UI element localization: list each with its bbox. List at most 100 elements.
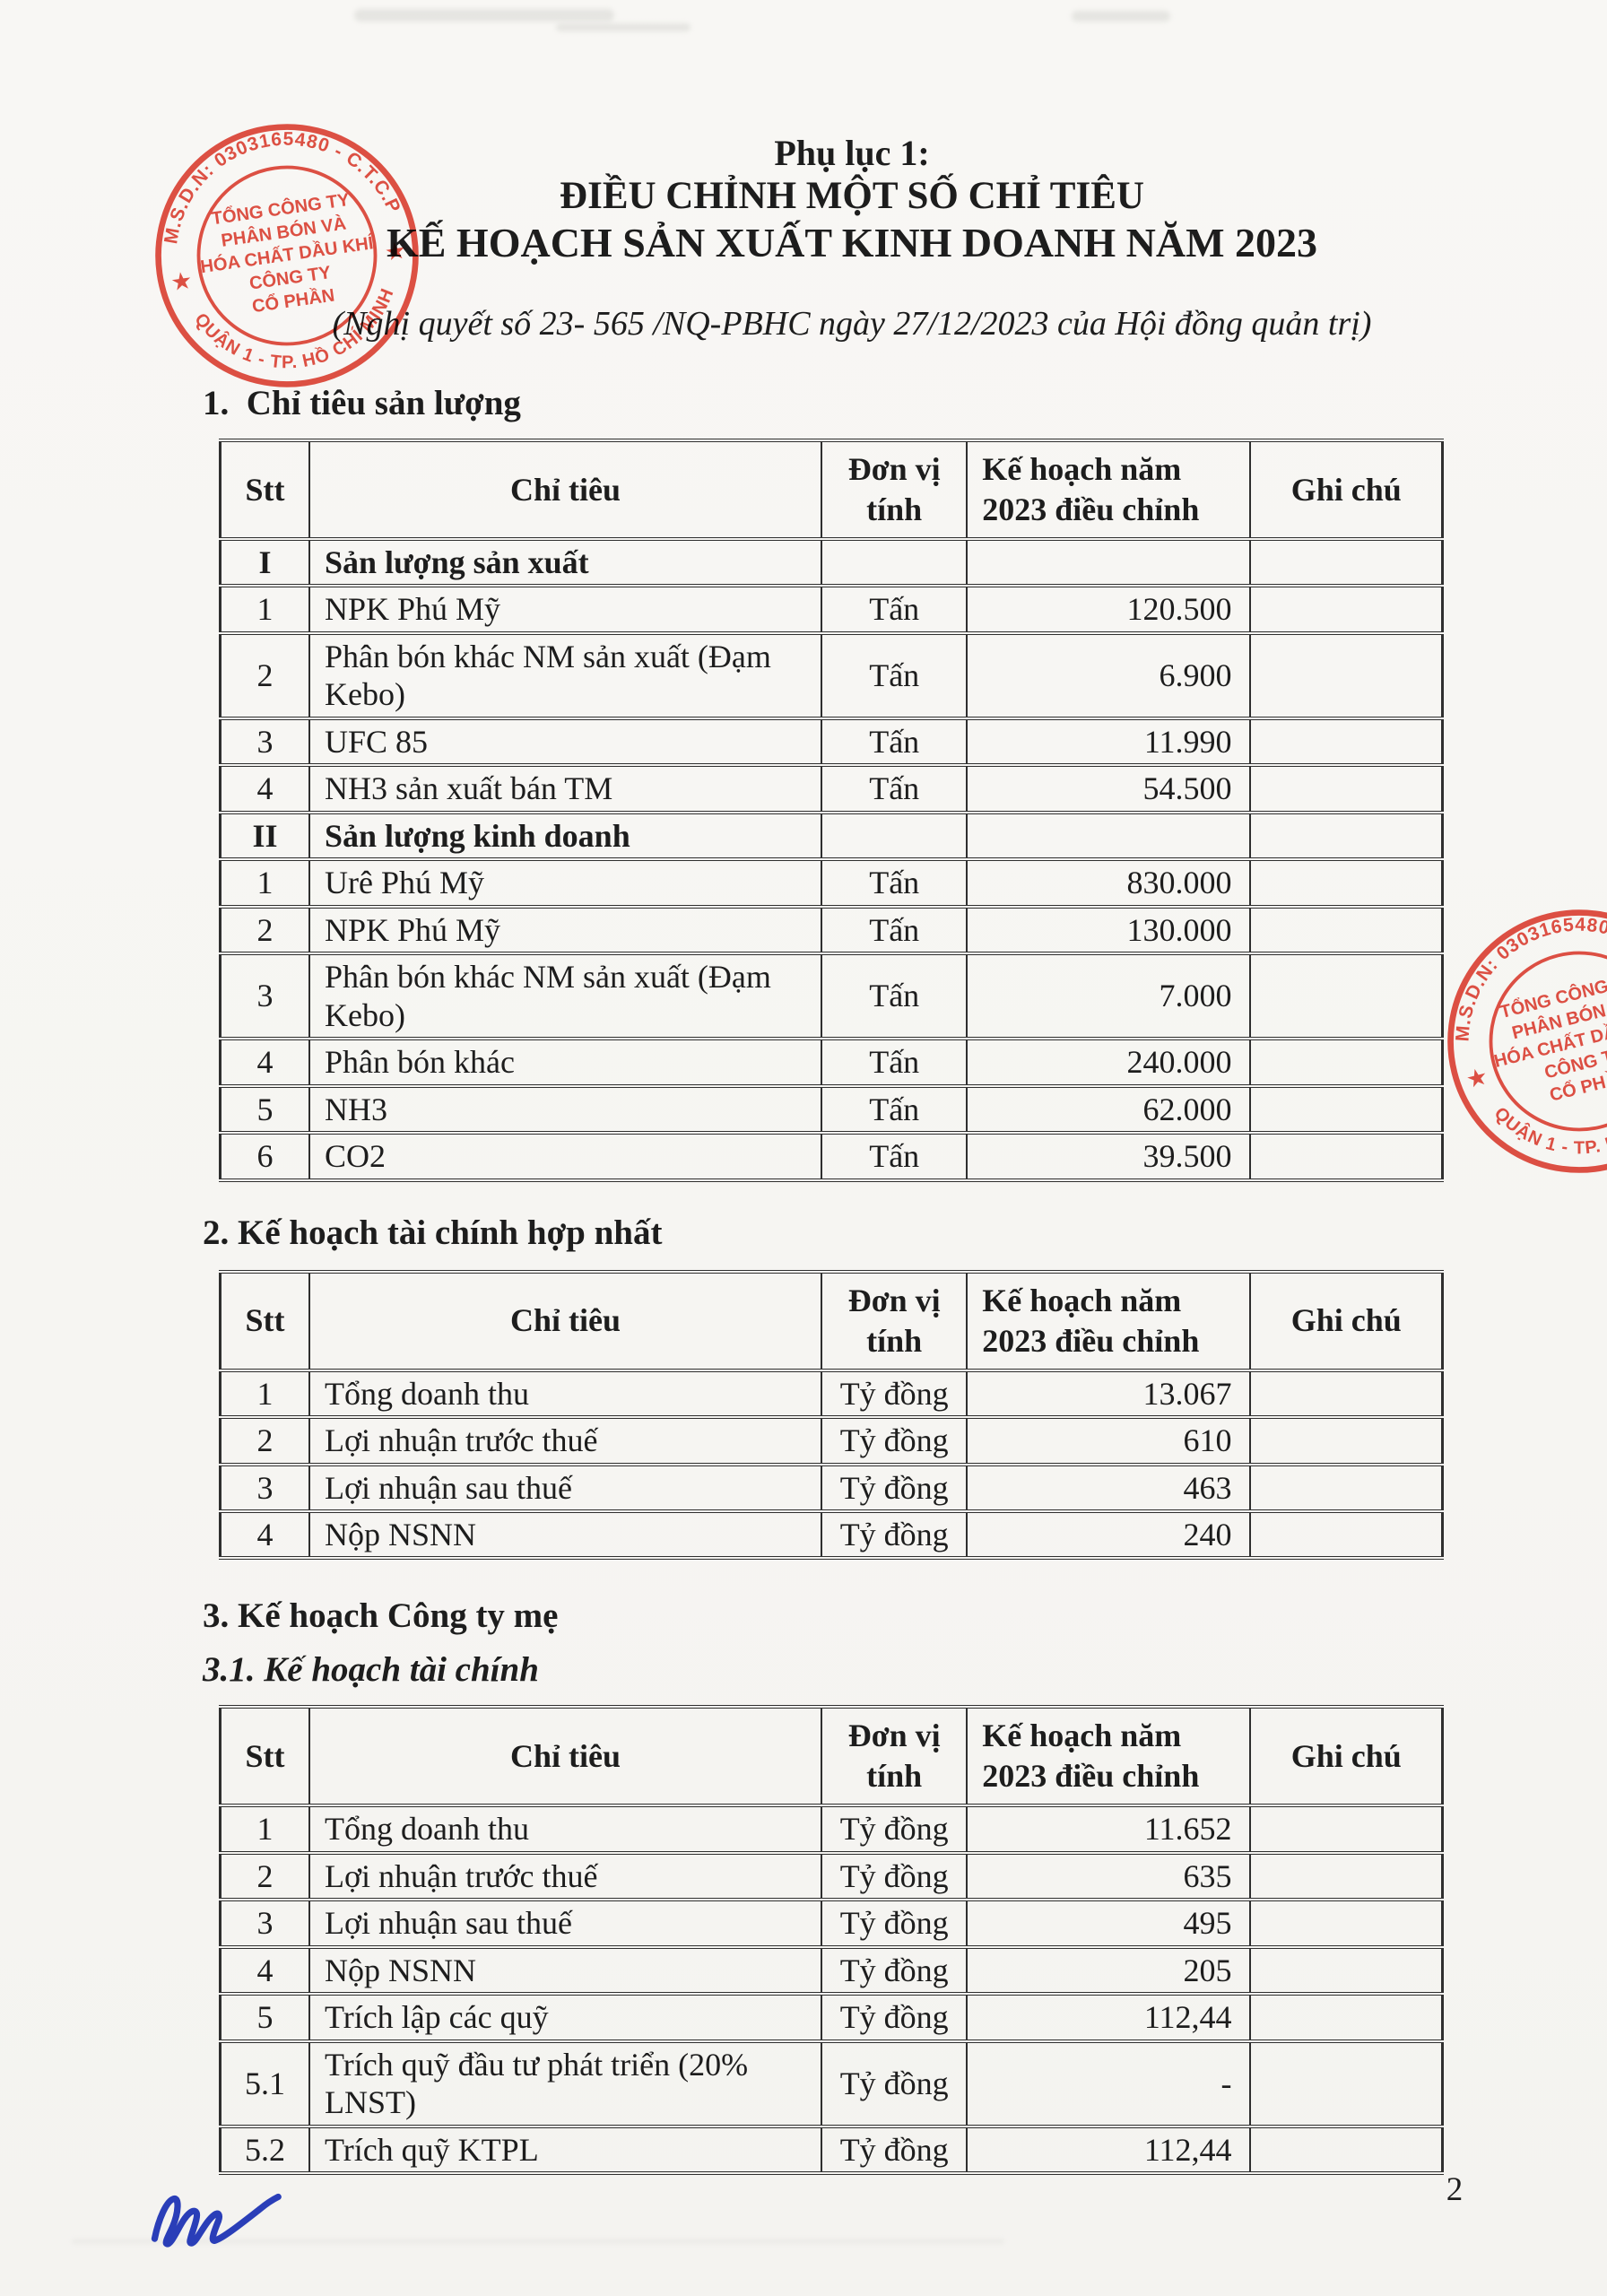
cell-stt: 3: [219, 1898, 310, 1949]
table-row: 2 Phân bón khác NM sản xuất (Đạm Kebo) Tấn…: [219, 631, 1444, 720]
table-row: 2 Lợi nhuận trước thuế Tỷ đồng 635: [219, 1850, 1444, 1902]
production-targets-table: Stt Chỉ tiêu Đơn vị tính Kế hoạch năm 2023 …: [219, 439, 1444, 1182]
cell-note: [1249, 536, 1444, 588]
section-heading-parent-finance: 3.1. Kế hoạch tài chính: [203, 1650, 539, 1690]
cell-value: [966, 810, 1252, 862]
cell-stt: 6: [219, 1131, 310, 1182]
column-header: Ghi chú: [1249, 1705, 1444, 1808]
document-header: Phụ lục 1: ĐIỀU CHỈNH MỘT SỐ CHỈ TIÊU KẾ…: [278, 133, 1426, 345]
cell-stt: 1: [219, 1368, 310, 1420]
table-row: 3 UFC 85 Tấn 11.990: [219, 716, 1444, 768]
cell-value: 240: [966, 1509, 1252, 1561]
cell-unit: [821, 810, 969, 862]
cell-label: Tổng doanh thu: [308, 1804, 823, 1855]
scan-artifact: [1072, 11, 1170, 22]
cell-note: [1249, 1037, 1444, 1088]
cell-unit: Tấn: [821, 763, 969, 814]
cell-unit: Tỷ đồng: [821, 1804, 969, 1855]
cell-label: NPK Phú Mỹ: [308, 904, 823, 956]
table-cong-ty-me-tai-chinh: Stt Chỉ tiêu Đơn vị tính Kế hoạch năm 2023 …: [219, 1705, 1444, 2176]
star-icon: ★: [169, 266, 194, 297]
cell-label: Urê Phú Mỹ: [308, 857, 823, 909]
cell-unit: Tỷ đồng: [821, 1509, 969, 1561]
cell-label: Trích quỹ KTPL: [308, 2124, 823, 2176]
table-row: 1 NPK Phú Mỹ Tấn 120.500: [219, 584, 1444, 635]
cell-note: [1249, 1083, 1444, 1135]
column-header: Kế hoạch năm 2023 điều chỉnh: [966, 1269, 1252, 1372]
cell-unit: Tấn: [821, 1083, 969, 1135]
cell-unit: Tỷ đồng: [821, 2039, 969, 2128]
cell-stt: 3: [219, 952, 310, 1041]
cell-label: NH3 sản xuất bán TM: [308, 763, 823, 814]
cell-stt: II: [219, 810, 310, 862]
cell-value: 11.652: [966, 1804, 1252, 1855]
column-header: Đơn vị tính: [821, 439, 969, 541]
cell-note: [1249, 716, 1444, 768]
header-row: Stt Chỉ tiêu Đơn vị tính Kế hoạch năm 2023 …: [219, 1705, 1444, 1808]
cell-unit: Tấn: [821, 952, 969, 1041]
table-row: 2 Lợi nhuận trước thuế Tỷ đồng 610: [219, 1415, 1444, 1466]
table-row: II Sản lượng kinh doanh: [219, 810, 1444, 862]
cell-unit: Tỷ đồng: [821, 1992, 969, 2043]
table-row: 3 Phân bón khác NM sản xuất (Đạm Kebo) Tấn…: [219, 952, 1444, 1041]
table-row: 5.2 Trích quỹ KTPL Tỷ đồng 112,44: [219, 2124, 1444, 2176]
cell-label: Phân bón khác NM sản xuất (Đạm Kebo): [308, 952, 823, 1041]
cell-value: 635: [966, 1850, 1252, 1902]
cell-unit: Tỷ đồng: [821, 1415, 969, 1466]
seal-outer-ring: [155, 124, 419, 387]
table-row: 3 Lợi nhuận sau thuế Tỷ đồng 495: [219, 1898, 1444, 1949]
table-chi-tieu-san-luong: Stt Chỉ tiêu Đơn vị tính Kế hoạch năm 2023 …: [219, 439, 1444, 1182]
column-header: Đơn vị tính: [821, 1269, 969, 1372]
cell-value: 11.990: [966, 716, 1252, 768]
seal-inner-ring: [1489, 951, 1607, 1132]
cell-value: 130.000: [966, 904, 1252, 956]
cell-label: Lợi nhuận trước thuế: [308, 1850, 823, 1902]
cell-label: Sản lượng sản xuất: [308, 536, 823, 588]
document-title-line1: ĐIỀU CHỈNH MỘT SỐ CHỈ TIÊU: [560, 175, 1144, 217]
cell-note: [1249, 857, 1444, 909]
cell-value: 495: [966, 1898, 1252, 1949]
cell-stt: 4: [219, 1037, 310, 1088]
cell-note: [1249, 1992, 1444, 2043]
cell-value: -: [966, 2039, 1252, 2128]
seal-inner-ring: [196, 165, 378, 346]
table-row: 3 Lợi nhuận sau thuế Tỷ đồng 463: [219, 1462, 1444, 1513]
cell-value: 7.000: [966, 952, 1252, 1041]
table-row: 4 Phân bón khác Tấn 240.000: [219, 1037, 1444, 1088]
table-row: 1 Urê Phú Mỹ Tấn 830.000: [219, 857, 1444, 909]
table-row: 2 NPK Phú Mỹ Tấn 130.000: [219, 904, 1444, 956]
table-row: 1 Tổng doanh thu Tỷ đồng 11.652: [219, 1804, 1444, 1855]
seal-outer-ring: [1447, 909, 1607, 1173]
cell-label: Trích quỹ đầu tư phát triển (20% LNST): [308, 2039, 823, 2128]
cell-label: Nộp NSNN: [308, 1944, 823, 1996]
cell-stt: 1: [219, 857, 310, 909]
document-title-line2: KẾ HOẠCH SẢN XUẤT KINH DOANH NĂM 2023: [386, 220, 1318, 265]
cell-value: 62.000: [966, 1083, 1252, 1135]
page-number: 2: [1446, 2171, 1464, 2208]
cell-label: Lợi nhuận sau thuế: [308, 1462, 823, 1513]
cell-unit: Tỷ đồng: [821, 1898, 969, 1949]
table-tai-chinh-hop-nhat: Stt Chỉ tiêu Đơn vị tính Kế hoạch năm 2023 …: [219, 1269, 1444, 1561]
cell-unit: Tấn: [821, 631, 969, 720]
cell-value: 205: [966, 1944, 1252, 1996]
cell-value: 240.000: [966, 1037, 1252, 1088]
cell-label: UFC 85: [308, 716, 823, 768]
header-row: Stt Chỉ tiêu Đơn vị tính Kế hoạch năm 2023 …: [219, 439, 1444, 541]
resolution-reference: (Nghị quyết số 23- 565 /NQ-PBHC ngày 27/…: [332, 305, 1372, 343]
cell-label: Phân bón khác: [308, 1037, 823, 1088]
cell-value: [966, 536, 1252, 588]
cell-stt: 2: [219, 1415, 310, 1466]
cell-label: Lợi nhuận sau thuế: [308, 1898, 823, 1949]
cell-value: 6.900: [966, 631, 1252, 720]
cell-stt: 5.2: [219, 2124, 310, 2176]
cell-stt: I: [219, 536, 310, 588]
cell-value: 830.000: [966, 857, 1252, 909]
section-heading-consolidated-finance: 2. Kế hoạch tài chính hợp nhất: [203, 1213, 663, 1252]
cell-value: 39.500: [966, 1131, 1252, 1182]
cell-value: 610: [966, 1415, 1252, 1466]
cell-note: [1249, 1804, 1444, 1855]
cell-unit: Tấn: [821, 1131, 969, 1182]
signature-initials: [151, 2193, 282, 2248]
cell-unit: Tỷ đồng: [821, 2124, 969, 2176]
appendix-label: Phụ lục 1:: [774, 133, 930, 173]
